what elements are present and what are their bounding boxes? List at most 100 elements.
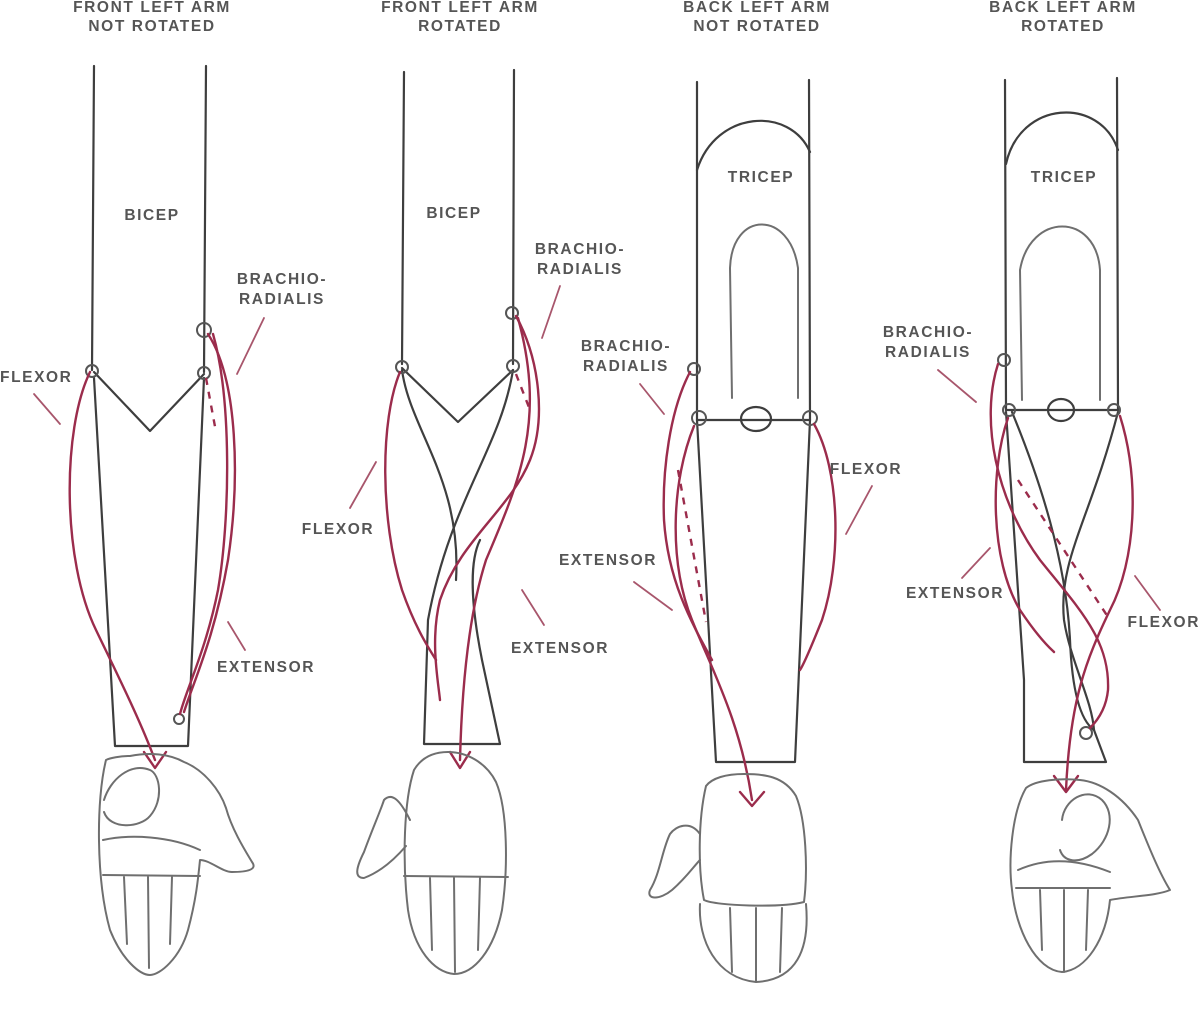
brachioradialis-muscle-line: [989, 362, 1110, 730]
leader-extensor: [633, 581, 673, 611]
bicep-notch: [92, 370, 206, 433]
upper-arm-outline: [400, 68, 516, 366]
elbow-joint-right: [197, 366, 211, 380]
ulna-outline: [422, 368, 515, 746]
hand-crease: [403, 875, 509, 878]
panel-title-line2: ROTATED: [418, 18, 502, 35]
label-extensor: EXTENSOR: [906, 585, 1004, 602]
leader-extensor: [961, 547, 991, 579]
extensor-muscle-line: [458, 316, 532, 762]
extensor-hidden-dash: [204, 377, 218, 433]
hand-thumb-pad: [1059, 793, 1111, 862]
flexor-muscle-line: [1064, 414, 1134, 792]
label-brachioradialis-1: BRACHIO-: [535, 241, 625, 258]
upper-arm-outline: [90, 64, 208, 374]
forearm-outline: [695, 418, 812, 764]
forearm-outline: [92, 376, 206, 748]
hand-fingers-block: [698, 903, 808, 983]
label-tricep: TRICEP: [1031, 169, 1097, 186]
leader-brachioradialis: [541, 285, 561, 339]
flexor-insertion: [1079, 726, 1093, 740]
label-extensor: EXTENSOR: [511, 640, 609, 657]
label-extensor: EXTENSOR: [217, 659, 315, 676]
label-brachioradialis-2: RADIALIS: [239, 291, 325, 308]
elbow-joint-right: [802, 410, 818, 426]
panel-title-line1: FRONT LEFT ARM: [381, 0, 539, 16]
label-flexor: FLEXOR: [0, 369, 72, 386]
brachioradialis-origin: [196, 322, 212, 338]
label-bicep: BICEP: [426, 205, 481, 222]
flexor-muscle-line: [798, 422, 837, 672]
leader-flexor: [845, 485, 873, 535]
elbow-joint-left: [691, 410, 707, 426]
bicep-notch: [400, 366, 515, 424]
extensor-insertion: [173, 713, 185, 725]
hand-fingers: [429, 877, 481, 973]
brachioradialis-muscle-line: [182, 332, 237, 714]
brachioradialis-muscle-line: [433, 314, 541, 702]
hand-outline: [97, 753, 255, 976]
extensor-muscle-line: [674, 424, 754, 802]
elbow-joint-right: [1107, 403, 1121, 417]
hand-outline: [698, 773, 807, 907]
leader-brachioradialis: [937, 369, 977, 403]
label-flexor: FLEXOR: [302, 521, 374, 538]
label-tricep: TRICEP: [728, 169, 794, 186]
wrist-arrow: [142, 750, 168, 770]
hand-thumb: [356, 795, 411, 879]
wrist-arrow: [1052, 774, 1080, 794]
leader-flexor: [33, 393, 61, 425]
brachioradialis-origin: [687, 362, 701, 376]
hand-crease: [1015, 860, 1111, 889]
radius-outline: [1010, 410, 1096, 732]
hand-thumb-pad: [103, 767, 160, 827]
label-brachioradialis-1: BRACHIO-: [581, 338, 671, 355]
hand-outline: [403, 751, 507, 975]
hand-fingers: [123, 876, 173, 969]
panel-title-line1: BACK LEFT ARM: [989, 0, 1137, 16]
label-brachioradialis-2: RADIALIS: [583, 358, 669, 375]
panel-title-line1: FRONT LEFT ARM: [73, 0, 231, 16]
leader-brachioradialis: [639, 383, 665, 415]
olecranon: [1046, 397, 1076, 423]
leader-flexor: [349, 461, 377, 509]
label-brachioradialis-1: BRACHIO-: [237, 271, 327, 288]
tricep-tendon: [729, 223, 799, 399]
label-bicep: BICEP: [124, 207, 179, 224]
label-flexor: FLEXOR: [1128, 614, 1200, 631]
hand-outline: [1009, 778, 1171, 973]
panel-title-line2: NOT ROTATED: [88, 18, 215, 35]
label-extensor: EXTENSOR: [559, 552, 657, 569]
elbow-joint-left: [85, 364, 99, 378]
tricep-outline: [1004, 111, 1120, 166]
panel-back-not-rotated: BACK LEFT ARM NOT ROTATED TRICEP BRACHIO…: [559, 0, 902, 983]
leader-extensor: [227, 621, 246, 651]
panel-title-line1: BACK LEFT ARM: [683, 0, 831, 16]
brachioradialis-origin: [505, 306, 519, 320]
label-brachioradialis-2: RADIALIS: [537, 261, 623, 278]
tricep-outline: [695, 119, 812, 172]
brachioradialis-origin: [997, 353, 1011, 367]
hand-crease: [102, 835, 201, 877]
elbow-joint-right: [506, 359, 520, 373]
extensor-muscle-line: [178, 332, 229, 716]
panel-front-not-rotated: FRONT LEFT ARM NOT ROTATED BICEP BRACHIO…: [0, 0, 327, 976]
hand-thumb: [648, 824, 701, 899]
radius-outline: [400, 368, 458, 582]
extensor-hidden-dash: [676, 469, 708, 623]
label-brachioradialis-1: BRACHIO-: [883, 324, 973, 341]
panel-title-line2: NOT ROTATED: [693, 18, 820, 35]
panel-back-rotated: BACK LEFT ARM ROTATED TRICEP BRACHIO- RA…: [883, 0, 1200, 973]
panel-title-line2: ROTATED: [1021, 18, 1105, 35]
panel-front-rotated: FRONT LEFT ARM ROTATED BICEP BRACHIO- RA…: [302, 0, 625, 975]
label-flexor: FLEXOR: [830, 461, 902, 478]
hand-fingers: [1039, 889, 1089, 973]
extensor-hidden-dash: [514, 373, 532, 411]
hand-fingers: [729, 907, 783, 983]
wrist-arrow: [738, 790, 766, 808]
olecranon: [739, 405, 773, 433]
elbow-joint-left: [1002, 403, 1016, 417]
leader-brachioradialis: [236, 317, 265, 375]
